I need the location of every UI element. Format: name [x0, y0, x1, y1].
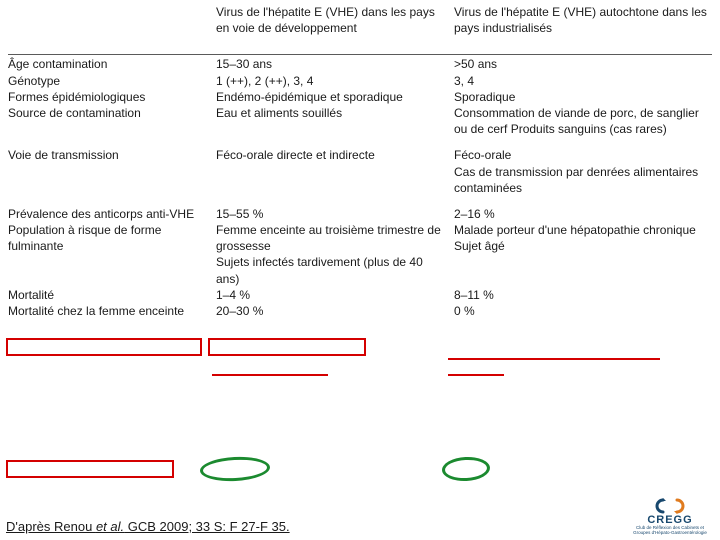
table-cell: 3, 4 — [454, 73, 710, 89]
highlight-underline — [448, 358, 660, 360]
citation: D'après Renou et al. GCB 2009; 33 S: F 2… — [6, 519, 290, 534]
header-col3: Virus de l'hépatite E (VHE) autochtone d… — [454, 4, 710, 46]
row-label: Mortalité chez la femme enceinte — [8, 303, 208, 319]
highlight-box — [208, 338, 366, 356]
row-label: Âge contamination — [8, 56, 208, 72]
row-label: Source de contamination — [8, 105, 208, 137]
row-label: Mortalité — [8, 287, 208, 303]
highlight-underline — [448, 374, 504, 376]
cregg-logo: CREGG Club de Réflexion des Cabinets et … — [628, 498, 712, 536]
highlight-circle — [441, 456, 490, 482]
table-cell: Malade porteur d'une hépatopathie chroni… — [454, 222, 710, 287]
row-label: Population à risque de forme fulminante — [8, 222, 208, 287]
row-label: Prévalence des anticorps anti-VHE — [8, 206, 208, 222]
table-cell: 20–30 % — [216, 303, 446, 319]
citation-etal: et al. — [96, 519, 124, 534]
row-label: Formes épidémiologiques — [8, 89, 208, 105]
table-cell: Eau et aliments souillés — [216, 105, 446, 137]
table-cell: 0 % — [454, 303, 710, 319]
citation-prefix: D'après — [6, 519, 54, 534]
table-cell: >50 ans — [454, 56, 710, 72]
highlight-box — [6, 338, 202, 356]
citation-ref: GCB 2009; 33 S: F 27-F 35. — [124, 519, 289, 534]
table-cell: 15–55 % — [216, 206, 446, 222]
table-cell: 15–30 ans — [216, 56, 446, 72]
logo-subtitle: Club de Réflexion des Cabinets et Groupe… — [628, 526, 712, 536]
header-col2: Virus de l'hépatite E (VHE) dans les pay… — [216, 4, 446, 46]
row-label: Génotype — [8, 73, 208, 89]
citation-author: Renou — [54, 519, 96, 534]
table-cell: Sporadique — [454, 89, 710, 105]
table-cell: Endémo-épidémique et sporadique — [216, 89, 446, 105]
table-cell: Féco-orale Cas de transmission par denré… — [454, 147, 710, 196]
table-cell: Femme enceinte au troisième trimestre de… — [216, 222, 446, 287]
table-cell: 8–11 % — [454, 287, 710, 303]
highlight-underline — [212, 374, 328, 376]
logo-icon — [655, 498, 685, 514]
table-cell: Consommation de viande de porc, de sangl… — [454, 105, 710, 137]
comparison-table: Virus de l'hépatite E (VHE) dans les pay… — [0, 0, 720, 319]
divider — [8, 54, 712, 55]
row-label: Voie de transmission — [8, 147, 208, 196]
highlight-circle — [199, 455, 270, 483]
table-cell: 1 (++), 2 (++), 3, 4 — [216, 73, 446, 89]
highlight-box — [6, 460, 174, 478]
header-blank — [8, 4, 208, 46]
table-cell: Féco-orale directe et indirecte — [216, 147, 446, 196]
table-cell: 1–4 % — [216, 287, 446, 303]
table-cell: 2–16 % — [454, 206, 710, 222]
